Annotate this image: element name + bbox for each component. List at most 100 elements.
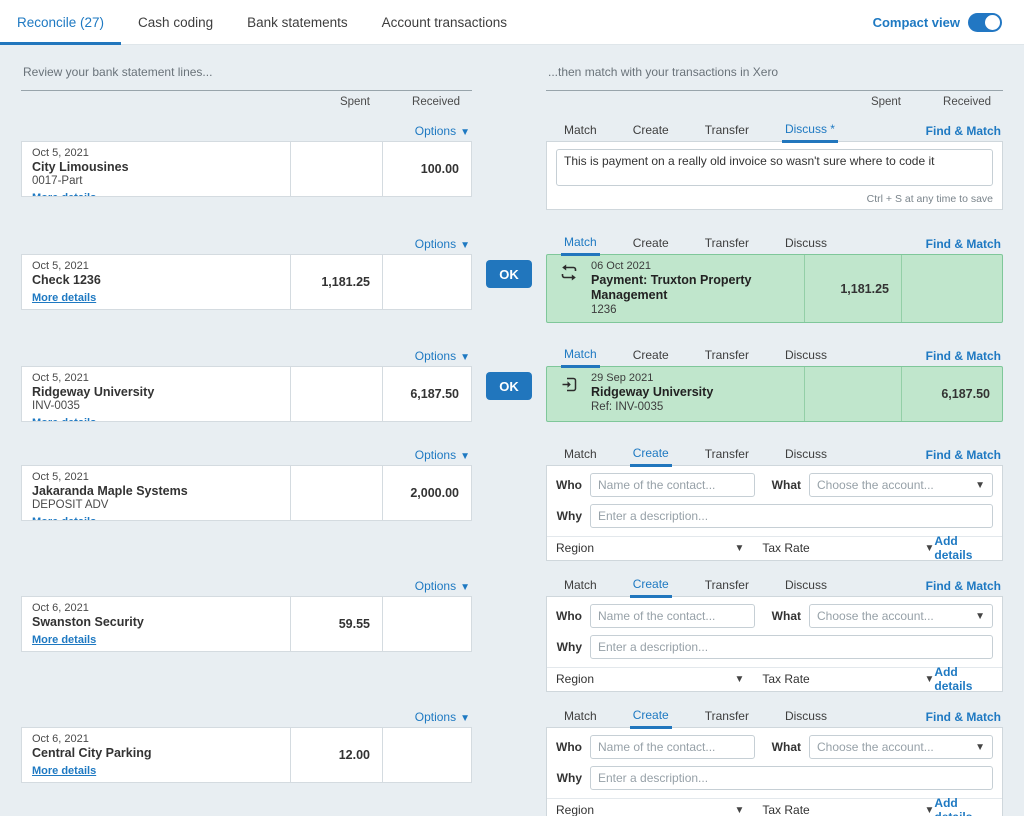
who-label: Who [556,478,582,492]
statement-line: Oct 5, 2021 Check 1236 More details 1,18… [21,254,472,310]
account-select[interactable]: Choose the account... ▼ [809,604,993,628]
matched-transaction[interactable]: 29 Sep 2021 Ridgeway University Ref: INV… [546,366,1003,422]
tab-discuss[interactable]: Discuss [784,236,827,250]
options-menu[interactable]: Options ▼ [414,579,470,593]
tab-transfer[interactable]: Transfer [704,709,749,723]
statement-ref: DEPOSIT ADV [32,499,109,511]
reconcile-row: Options ▼ Oct 5, 2021 Check 1236 More det… [21,228,1003,323]
statement-received [382,728,471,782]
find-and-match-link[interactable]: Find & Match [925,448,1001,462]
tab-match[interactable]: Match [564,123,597,137]
statement-line: Oct 5, 2021 City Limousines 0017-Part Mo… [21,141,472,197]
matched-transaction[interactable]: 06 Oct 2021 Payment: Truxton Property Ma… [546,254,1003,323]
options-menu[interactable]: Options ▼ [414,124,470,138]
add-details-link[interactable]: Add details [934,665,973,693]
options-menu[interactable]: Options ▼ [414,237,470,251]
statement-date: Oct 5, 2021 [32,147,89,159]
statement-received: 2,000.00 [382,466,471,520]
tab-cash-coding[interactable]: Cash coding [138,14,214,30]
account-select[interactable]: Choose the account... ▼ [809,473,993,497]
more-details-link[interactable]: More details [32,765,97,777]
find-and-match-link[interactable]: Find & Match [925,124,1001,138]
options-menu[interactable]: Options ▼ [414,448,470,462]
account-select[interactable]: Choose the account... ▼ [809,735,993,759]
more-details-link[interactable]: More details [32,516,96,520]
tab-match[interactable]: Match [564,709,597,723]
reconcile-row: Options ▼ Oct 6, 2021 Swanston Security M… [21,570,1003,693]
reconcile-row: Options ▼ Oct 5, 2021 Ridgeway University… [21,340,1003,422]
tax-rate-select[interactable]: Tax Rate ▼ [762,541,935,555]
reconcile-row: Options ▼ Oct 6, 2021 Central City Parkin… [21,701,1003,816]
discuss-panel: This is payment on a really old invoice … [546,141,1003,210]
tab-transfer[interactable]: Transfer [704,236,749,250]
tab-create[interactable]: Create [629,706,672,729]
why-input[interactable] [590,766,993,790]
tab-transfer[interactable]: Transfer [704,578,749,592]
match-name: Ridgeway University [591,385,714,399]
more-details-link[interactable]: More details [32,417,96,421]
region-select[interactable]: Region ▼ [556,541,745,555]
tab-transfer[interactable]: Transfer [704,348,749,362]
tab-transfer[interactable]: Transfer [704,123,749,137]
tab-create[interactable]: Create [632,236,669,250]
options-menu[interactable]: Options ▼ [414,710,470,724]
invoice-icon [547,367,591,421]
who-input[interactable] [590,604,755,628]
tab-discuss[interactable]: Discuss [784,447,827,461]
find-and-match-link[interactable]: Find & Match [925,237,1001,251]
statement-received [382,255,471,309]
find-and-match-link[interactable]: Find & Match [925,710,1001,724]
statement-line: Oct 6, 2021 Swanston Security More detai… [21,596,472,652]
more-details-link[interactable]: More details [32,192,96,196]
tab-match[interactable]: Match [561,345,600,368]
tab-transfer[interactable]: Transfer [704,447,749,461]
ok-button[interactable]: OK [486,372,532,400]
statement-date: Oct 6, 2021 [32,733,89,745]
tax-rate-select[interactable]: Tax Rate ▼ [762,803,935,816]
who-input[interactable] [590,473,755,497]
statement-payee: Check 1236 [32,273,101,287]
tab-match[interactable]: Match [564,578,597,592]
tab-create[interactable]: Create [629,444,672,467]
add-details-link[interactable]: Add details [934,796,972,816]
find-and-match-link[interactable]: Find & Match [925,349,1001,363]
statement-line: Oct 6, 2021 Central City Parking More de… [21,727,472,783]
match-spent [804,367,901,421]
left-received-header: Received [412,96,460,108]
find-and-match-link[interactable]: Find & Match [925,579,1001,593]
tab-discuss[interactable]: Discuss [784,709,827,723]
statement-received [382,597,471,651]
statement-ref: INV-0035 [32,400,80,412]
tab-match[interactable]: Match [561,233,600,256]
tab-reconcile[interactable]: Reconcile (27) [0,0,122,45]
tab-account-transactions[interactable]: Account transactions [381,14,507,30]
tab-create[interactable]: Create [632,123,669,137]
tab-discuss[interactable]: Discuss [784,348,827,362]
compact-view-toggle[interactable] [968,12,1002,32]
why-label: Why [556,640,582,654]
top-nav: Reconcile (27) Cash coding Bank statemen… [0,0,1024,45]
create-panel: Who What Choose the account...▼ Why Regi… [546,465,1003,562]
tab-create[interactable]: Create [632,348,669,362]
region-select[interactable]: Region ▼ [556,803,745,816]
chevron-down-icon: ▼ [460,127,470,138]
why-input[interactable] [590,635,993,659]
statement-payee: Jakaranda Maple Systems [32,484,188,498]
why-input[interactable] [590,504,993,528]
tab-bank-statements[interactable]: Bank statements [247,14,348,30]
discuss-note-input[interactable]: This is payment on a really old invoice … [556,149,993,186]
options-menu[interactable]: Options ▼ [414,349,470,363]
what-label: What [771,609,801,623]
tab-create[interactable]: Create [629,575,672,598]
tab-discuss[interactable]: Discuss [784,578,827,592]
add-details-link[interactable]: Add details [934,534,973,562]
ok-button[interactable]: OK [486,260,532,288]
tax-rate-select[interactable]: Tax Rate ▼ [762,672,935,686]
region-select[interactable]: Region ▼ [556,672,745,686]
who-input[interactable] [590,735,755,759]
more-details-link[interactable]: More details [32,292,97,304]
chevron-down-icon: ▼ [460,582,470,593]
more-details-link[interactable]: More details [32,634,97,646]
tab-match[interactable]: Match [564,447,597,461]
tab-discuss[interactable]: Discuss * [781,120,838,143]
